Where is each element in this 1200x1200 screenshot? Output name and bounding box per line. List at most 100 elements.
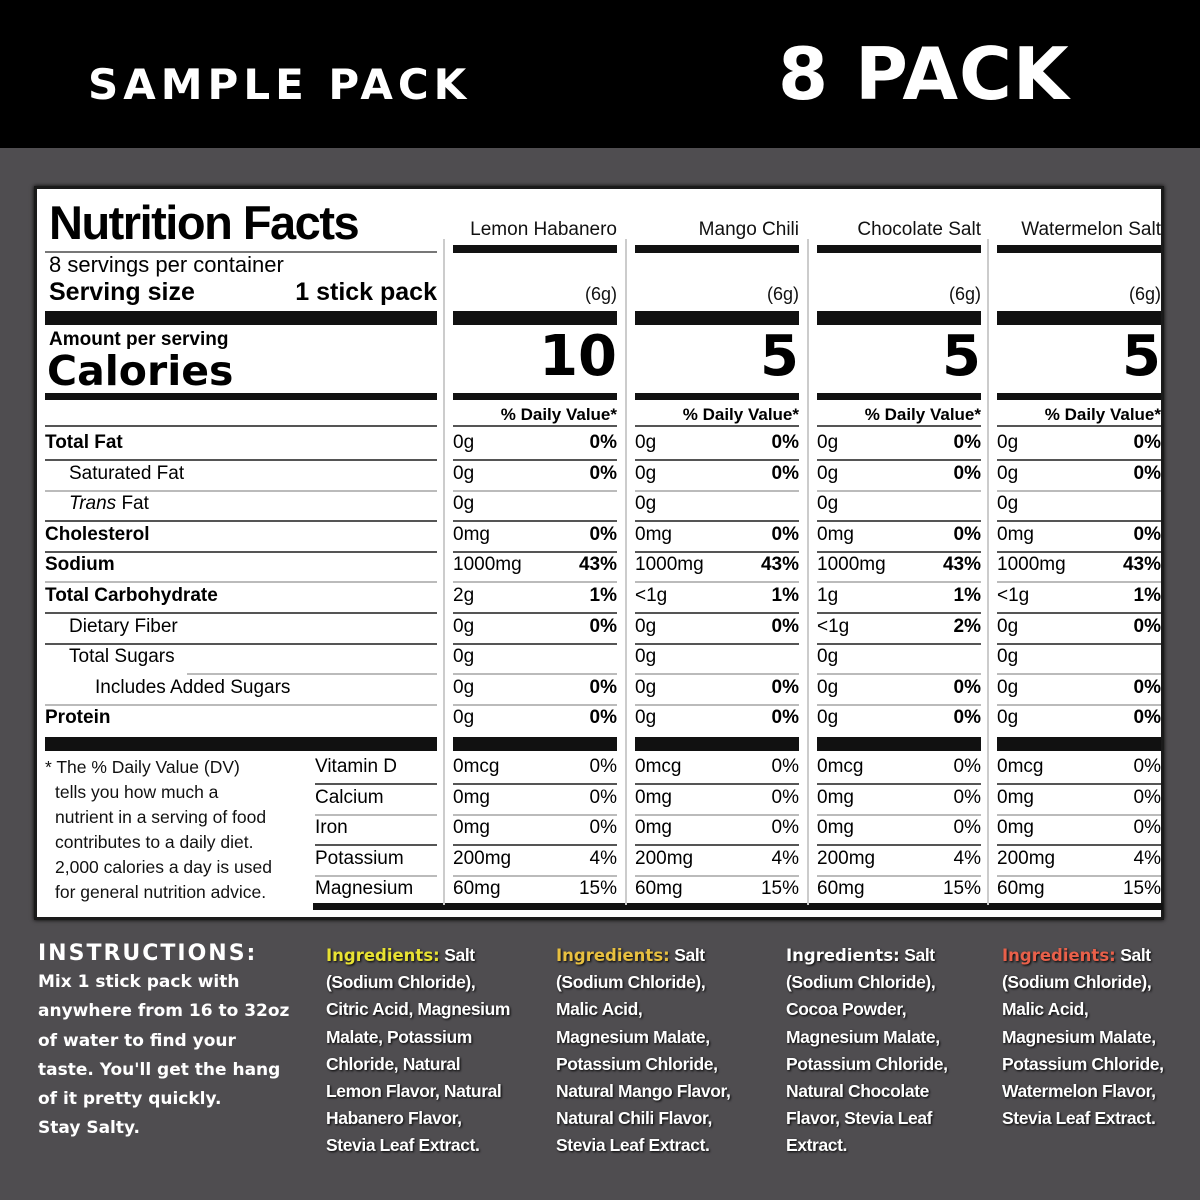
- divider: [817, 844, 981, 847]
- thick-divider: [45, 737, 437, 751]
- nutrient-amount: <1g: [635, 585, 668, 606]
- divider: [45, 581, 437, 584]
- divider: [635, 425, 799, 427]
- divider: [635, 874, 799, 877]
- instructions-line: of it pretty quickly.: [38, 1089, 222, 1110]
- divider: [635, 550, 799, 553]
- vitamin-label: Potassium: [315, 847, 404, 869]
- divider: [453, 459, 617, 461]
- nutrient-daily-value: 43%: [760, 554, 799, 576]
- nutrient-amount: 0g: [453, 462, 475, 484]
- serving-weight: (6g): [948, 284, 981, 304]
- nutrient-daily-value: 0%: [589, 615, 617, 637]
- nutrient-amount: 0g: [817, 707, 839, 729]
- divider: [997, 813, 1161, 816]
- nutrient-amount: 0g: [997, 676, 1019, 698]
- serving-weight: (6g): [584, 284, 617, 304]
- nutrient-amount: 0g: [997, 493, 1019, 515]
- nutrient-daily-value: 0%: [771, 432, 799, 453]
- vitamin-label: Magnesium: [315, 878, 414, 900]
- divider: [635, 783, 799, 785]
- flavor-column-watermelon-salt: Watermelon Salt (6g) 5 % Daily Value* 0g 0% 0g…: [997, 189, 1161, 919]
- divider: [997, 612, 1161, 614]
- vitamin-daily-value: 0%: [771, 786, 799, 808]
- vitamin-daily-value: 15%: [1122, 878, 1161, 900]
- ingredients-label: Ingredients:: [786, 946, 900, 965]
- flavor-name: Watermelon Salt: [1021, 219, 1161, 240]
- ingredients-lemon-habanero: Ingredients: Salt (Sodium Chloride), Citri…: [326, 942, 510, 1160]
- nutrient-amount: 0g: [453, 493, 475, 515]
- divider: [635, 581, 799, 584]
- serving-size-label: Serving size: [49, 278, 195, 306]
- nutrient-amount: 1000mg: [997, 554, 1066, 576]
- column-separator: [807, 239, 809, 905]
- nutrient-label: Total Sugars: [69, 646, 175, 668]
- nutrient-label: Saturated Fat: [69, 462, 185, 484]
- ingredients-line: (Sodium Chloride),: [786, 972, 936, 993]
- divider: [635, 813, 799, 816]
- vitamin-daily-value: 0%: [953, 817, 981, 839]
- ingredients-line: Stevia Leaf Extract.: [1002, 1108, 1156, 1129]
- ingredients-line: Magnesium Malate,: [1002, 1026, 1156, 1047]
- vitamin-daily-value: 0%: [1133, 817, 1161, 839]
- nutrient-amount: 1g: [817, 585, 839, 606]
- vitamin-daily-value: 4%: [953, 847, 981, 869]
- vitamin-amount: 60mg: [997, 878, 1045, 900]
- divider: [45, 459, 437, 461]
- instructions-block: INSTRUCTIONS: Mix 1 stick pack with anywh…: [38, 940, 318, 1144]
- footnote-line: tells you how much a: [55, 782, 219, 802]
- divider: [997, 550, 1161, 553]
- ingredients-line: Natural Chocolate: [786, 1081, 929, 1102]
- ingredients-line: Watermelon Flavor,: [1002, 1081, 1156, 1102]
- ingredients-line: (Sodium Chloride),: [1002, 972, 1152, 993]
- nutrient-amount: 0g: [635, 676, 657, 698]
- ingredients-line: Natural Mango Flavor,: [556, 1081, 731, 1102]
- nutrient-label: Total Carbohydrate: [45, 585, 218, 606]
- vitamin-daily-value: 0%: [1133, 756, 1161, 777]
- divider: [453, 673, 617, 676]
- divider: [635, 844, 799, 847]
- divider: [997, 673, 1161, 676]
- ingredients-first-line: Ingredients: Salt: [1002, 942, 1164, 969]
- ingredients-line: Stevia Leaf Extract.: [556, 1135, 710, 1156]
- flavor-name: Chocolate Salt: [857, 219, 981, 240]
- medium-divider: [817, 393, 981, 400]
- ingredients-first-line: Ingredients: Salt: [786, 942, 948, 969]
- nutrient-daily-value: 0%: [1133, 676, 1161, 698]
- ingredients-label: Ingredients:: [326, 946, 440, 965]
- calories-value: 5: [760, 324, 799, 389]
- vitamin-amount: 60mg: [817, 878, 865, 900]
- thick-divider: [817, 245, 981, 253]
- vitamin-amount: 0mg: [997, 817, 1034, 839]
- divider: [45, 642, 437, 645]
- thick-divider: [997, 245, 1161, 253]
- divider: [635, 489, 799, 492]
- nutrient-daily-value: 2%: [953, 615, 981, 637]
- nutrient-daily-value: 0%: [771, 707, 799, 729]
- divider: [817, 642, 981, 645]
- divider: [453, 550, 617, 553]
- nutrient-amount: 0g: [817, 676, 839, 698]
- divider: [817, 673, 981, 676]
- divider: [453, 581, 617, 584]
- divider: [817, 581, 981, 584]
- nutrition-facts-heading: Nutrition Facts: [49, 196, 360, 249]
- nutrient-daily-value: 0%: [771, 523, 799, 545]
- ingredients-line: Chloride, Natural: [326, 1053, 461, 1074]
- flavor-column-lemon-habanero: Lemon Habanero (6g) 10 % Daily Value* 0g 0% 0g…: [453, 189, 617, 919]
- footnote-line: 2,000 calories a day is used: [55, 857, 272, 877]
- nutrient-label: Sodium: [45, 554, 115, 576]
- vitamin-label: Calcium: [315, 786, 384, 808]
- divider: [635, 642, 799, 645]
- instructions-line: taste. You'll get the hang: [38, 1059, 281, 1080]
- column-separator: [625, 239, 627, 905]
- nutrient-daily-value: 0%: [1133, 615, 1161, 637]
- divider: [635, 612, 799, 614]
- divider: [817, 612, 981, 614]
- nutrient-daily-value: 1%: [771, 585, 799, 606]
- nutrient-daily-value: 0%: [953, 523, 981, 545]
- thick-divider: [997, 311, 1161, 325]
- divider: [635, 459, 799, 461]
- nutrient-daily-value: 1%: [1133, 585, 1161, 606]
- nutrient-amount: 0g: [635, 646, 657, 668]
